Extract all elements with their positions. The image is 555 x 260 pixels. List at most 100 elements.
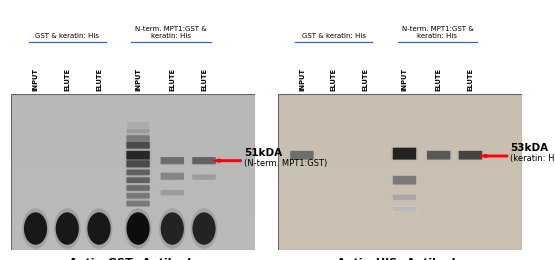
Bar (278, 187, 522, 195)
FancyBboxPatch shape (127, 151, 150, 160)
Ellipse shape (193, 212, 216, 245)
Bar (278, 203, 522, 211)
FancyBboxPatch shape (124, 200, 152, 207)
Ellipse shape (88, 212, 110, 245)
FancyBboxPatch shape (391, 194, 418, 201)
FancyBboxPatch shape (124, 184, 152, 192)
Ellipse shape (159, 208, 186, 249)
Text: ELUTE: ELUTE (467, 68, 473, 91)
Bar (11, 94, 255, 101)
Bar (11, 218, 255, 226)
Bar (11, 164, 255, 172)
FancyBboxPatch shape (391, 206, 418, 212)
Bar (278, 133, 522, 140)
Ellipse shape (56, 212, 79, 245)
Bar (11, 109, 255, 117)
Bar (127, 122, 149, 207)
Text: ELUTE: ELUTE (201, 68, 207, 91)
Bar (278, 164, 522, 172)
Ellipse shape (190, 208, 218, 249)
Text: ELUTE: ELUTE (96, 68, 102, 91)
Text: GST & keratin: His: GST & keratin: His (36, 33, 99, 39)
FancyBboxPatch shape (160, 157, 184, 164)
FancyBboxPatch shape (124, 169, 152, 176)
FancyBboxPatch shape (159, 172, 186, 181)
Ellipse shape (125, 208, 152, 249)
Ellipse shape (22, 208, 49, 249)
Ellipse shape (127, 212, 150, 245)
Bar (278, 156, 522, 164)
Bar (278, 140, 522, 148)
Bar (278, 172, 522, 179)
Bar (11, 156, 255, 164)
Text: N-term. MPT1:GST &
keratin: His: N-term. MPT1:GST & keratin: His (135, 26, 207, 39)
Text: ELUTE: ELUTE (362, 68, 369, 91)
FancyBboxPatch shape (192, 157, 216, 164)
Text: N-term. MPT1:GST &
keratin: His: N-term. MPT1:GST & keratin: His (402, 26, 473, 39)
Bar (11, 140, 255, 148)
FancyBboxPatch shape (425, 150, 452, 160)
Bar (278, 242, 522, 250)
Bar (11, 226, 255, 234)
Ellipse shape (161, 212, 184, 245)
Bar (11, 242, 255, 250)
FancyBboxPatch shape (190, 156, 218, 165)
Bar (278, 101, 522, 109)
FancyBboxPatch shape (124, 177, 152, 184)
Text: INPUT: INPUT (33, 68, 38, 91)
FancyBboxPatch shape (457, 150, 484, 160)
Text: 53kDA: 53kDA (511, 144, 548, 153)
FancyBboxPatch shape (458, 151, 482, 160)
FancyBboxPatch shape (393, 148, 416, 160)
Bar (278, 234, 522, 242)
Ellipse shape (85, 208, 113, 249)
FancyBboxPatch shape (127, 129, 150, 133)
Ellipse shape (24, 212, 47, 245)
Bar (278, 109, 522, 117)
FancyBboxPatch shape (127, 193, 150, 199)
Bar (278, 179, 522, 187)
FancyBboxPatch shape (124, 159, 152, 168)
Bar (278, 117, 522, 125)
Bar (11, 179, 255, 187)
FancyBboxPatch shape (124, 134, 152, 142)
FancyBboxPatch shape (290, 151, 314, 160)
FancyBboxPatch shape (393, 176, 416, 185)
FancyBboxPatch shape (159, 156, 186, 165)
Text: INPUT: INPUT (135, 68, 141, 91)
Text: ELUTE: ELUTE (64, 68, 70, 91)
Text: ELUTE: ELUTE (331, 68, 337, 91)
Text: 51kDA: 51kDA (244, 148, 282, 158)
FancyBboxPatch shape (427, 151, 451, 160)
FancyBboxPatch shape (391, 147, 418, 160)
FancyBboxPatch shape (127, 170, 150, 175)
Bar (11, 125, 255, 133)
FancyBboxPatch shape (393, 194, 416, 200)
FancyBboxPatch shape (124, 128, 152, 134)
Bar (278, 218, 522, 226)
Text: INPUT: INPUT (401, 68, 407, 91)
FancyBboxPatch shape (159, 189, 186, 196)
FancyBboxPatch shape (190, 173, 218, 181)
Bar (278, 94, 522, 101)
Bar (278, 226, 522, 234)
Bar (11, 172, 255, 179)
Bar (278, 148, 522, 156)
FancyBboxPatch shape (127, 185, 150, 191)
FancyBboxPatch shape (192, 174, 216, 180)
Text: Anti _ GST_ Antibody: Anti _ GST_ Antibody (68, 257, 198, 260)
FancyBboxPatch shape (127, 201, 150, 206)
Bar (278, 195, 522, 203)
Text: (N-term. MPT1:GST): (N-term. MPT1:GST) (244, 159, 327, 168)
Bar (278, 211, 522, 218)
Bar (11, 148, 255, 156)
Bar (11, 195, 255, 203)
Text: ELUTE: ELUTE (169, 68, 175, 91)
FancyBboxPatch shape (124, 192, 152, 199)
FancyBboxPatch shape (393, 207, 416, 211)
FancyBboxPatch shape (127, 135, 150, 141)
FancyBboxPatch shape (127, 141, 150, 149)
FancyBboxPatch shape (127, 160, 150, 167)
Bar (11, 211, 255, 218)
FancyBboxPatch shape (391, 175, 418, 185)
